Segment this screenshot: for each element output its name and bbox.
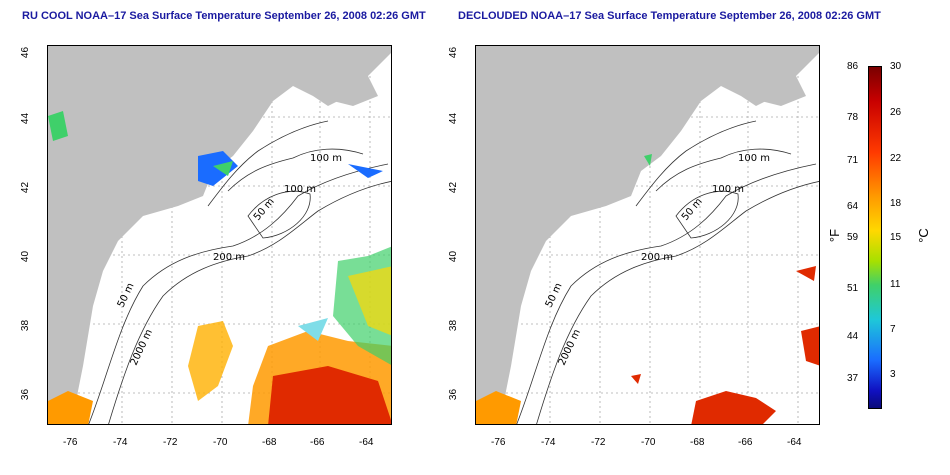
- left-sst-map[interactable]: 100 m 100 m 50 m 200 m 50 m 2000 m: [47, 45, 392, 425]
- contour-label-100m-2: 100 m: [284, 184, 316, 195]
- right-sst-map[interactable]: 100 m 100 m 50 m 200 m 50 m 2000 m: [475, 45, 820, 425]
- colorbar-f-59: 59: [847, 232, 859, 243]
- contour-label-2000m: 2000 m: [557, 328, 583, 367]
- lat-tick-44-right: 44: [448, 112, 460, 125]
- contour-label-50m-1: 50 m: [680, 196, 705, 223]
- lon-tick-66-left: -66: [310, 437, 325, 448]
- fahrenheit-unit-label: °F: [827, 228, 843, 243]
- nova-scotia-land: [303, 61, 378, 106]
- lon-tick-76-left: -76: [63, 437, 78, 448]
- lat-tick-42-right: 42: [448, 181, 460, 194]
- lon-tick-70-right: -70: [641, 437, 656, 448]
- colorbar-c-3: 3: [890, 369, 896, 380]
- right-panel-title: DECLOUDED NOAA–17 Sea Surface Temperatur…: [458, 10, 881, 22]
- lon-tick-74-right: -74: [541, 437, 556, 448]
- colorbar-f-64: 64: [847, 201, 859, 212]
- lat-tick-46-right: 46: [448, 46, 460, 59]
- left-panel-title: RU COOL NOAA–17 Sea Surface Temperature …: [22, 10, 426, 22]
- lat-tick-40-left: 40: [20, 250, 32, 263]
- celsius-unit-label: °C: [915, 228, 931, 243]
- colorbar-f-44: 44: [847, 331, 859, 342]
- lat-tick-44-left: 44: [20, 112, 32, 125]
- lon-tick-72-right: -72: [591, 437, 606, 448]
- colorbar-f-86: 86: [847, 61, 859, 72]
- lon-tick-72-left: -72: [163, 437, 178, 448]
- contour-label-50m-2: 50 m: [116, 281, 137, 309]
- lon-tick-66-right: -66: [738, 437, 753, 448]
- land-mass: [476, 46, 819, 424]
- contour-label-50m-1: 50 m: [252, 196, 277, 223]
- lat-tick-40-right: 40: [448, 250, 460, 263]
- contour-label-50m-2: 50 m: [544, 281, 565, 309]
- lat-tick-36-left: 36: [20, 388, 32, 401]
- lat-tick-38-left: 38: [20, 319, 32, 332]
- colorbar-c-22: 22: [890, 153, 902, 164]
- lon-tick-76-right: -76: [491, 437, 506, 448]
- lon-tick-68-left: -68: [262, 437, 277, 448]
- colorbar-c-30: 30: [890, 61, 902, 72]
- contour-label-200m: 200 m: [641, 252, 673, 263]
- colorbar-c-18: 18: [890, 198, 902, 209]
- left-map-drawing: 100 m 100 m 50 m 200 m 50 m 2000 m: [48, 46, 391, 424]
- lat-tick-36-right: 36: [448, 388, 460, 401]
- colorbar-c-15: 15: [890, 232, 902, 243]
- lon-tick-70-left: -70: [213, 437, 228, 448]
- colorbar-c-7: 7: [890, 324, 896, 335]
- lat-tick-42-left: 42: [20, 181, 32, 194]
- temperature-colorbar: [868, 66, 882, 409]
- contour-label-200m: 200 m: [213, 252, 245, 263]
- colorbar-f-37: 37: [847, 373, 859, 384]
- lat-tick-38-right: 38: [448, 319, 460, 332]
- contour-label-100m-1: 100 m: [738, 153, 770, 164]
- lon-tick-74-left: -74: [113, 437, 128, 448]
- contour-label-100m-2: 100 m: [712, 184, 744, 195]
- colorbar-c-11: 11: [890, 279, 901, 290]
- nova-scotia-land: [731, 61, 806, 106]
- contour-label-2000m: 2000 m: [129, 328, 155, 367]
- lon-tick-64-right: -64: [787, 437, 802, 448]
- lon-tick-64-left: -64: [359, 437, 374, 448]
- colorbar-f-71: 71: [847, 155, 859, 166]
- colorbar-f-78: 78: [847, 112, 859, 123]
- right-map-drawing: 100 m 100 m 50 m 200 m 50 m 2000 m: [476, 46, 819, 424]
- lon-tick-68-right: -68: [690, 437, 705, 448]
- colorbar-c-26: 26: [890, 107, 902, 118]
- land-mass: [48, 46, 391, 424]
- colorbar-f-51: 51: [847, 283, 859, 294]
- contour-label-100m-1: 100 m: [310, 153, 342, 164]
- lat-tick-46-left: 46: [20, 46, 32, 59]
